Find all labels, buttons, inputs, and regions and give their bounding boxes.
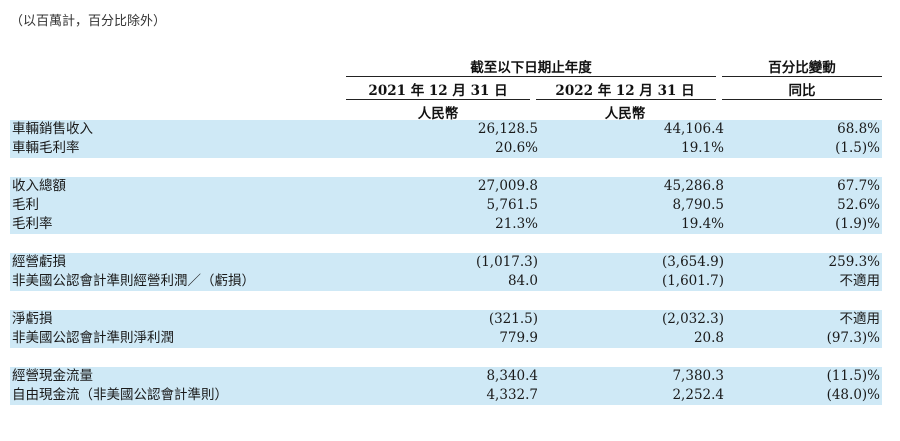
table-row: 非美國公認會計準則淨利潤 779.9 20.8 (97.3)% bbox=[10, 329, 882, 348]
column-yoy-underline bbox=[722, 99, 882, 100]
period-group-header: 截至以下日期止年度 bbox=[470, 60, 592, 76]
value-2021: 27,009.8 bbox=[477, 178, 538, 194]
column-header-yoy: 同比 bbox=[788, 83, 816, 99]
value-2022 bbox=[550, 291, 724, 310]
table-row: 非美國公認會計準則經營利潤／（虧損） 84.0 (1,601.7) 不適用 bbox=[10, 272, 882, 291]
value-yoy-change: 67.7% bbox=[837, 178, 880, 194]
value-2022: (1,601.7) bbox=[661, 273, 724, 289]
value-2021: 26,128.5 bbox=[477, 121, 538, 137]
value-2021 bbox=[350, 158, 538, 177]
row-label: 車輛毛利率 bbox=[12, 140, 80, 156]
value-2022: 19.1% bbox=[681, 140, 724, 156]
value-2022: 44,106.4 bbox=[663, 121, 724, 137]
column-header-2021: 2021 年 12 月 31 日 bbox=[368, 83, 508, 99]
row-label: 經營虧損 bbox=[12, 254, 66, 270]
value-2022: 8,790.5 bbox=[672, 197, 724, 213]
table-note: （以百萬計，百分比除外） bbox=[10, 14, 167, 29]
currency-label-2021: 人民幣 bbox=[417, 106, 459, 122]
value-yoy-change: 68.8% bbox=[837, 121, 880, 137]
value-yoy-change: (11.5)% bbox=[826, 368, 880, 384]
row-label: 收入總額 bbox=[12, 178, 66, 194]
table-spacer-row bbox=[10, 158, 882, 177]
value-2022: 2,252.4 bbox=[672, 387, 724, 403]
value-2021: 4,332.7 bbox=[486, 387, 538, 403]
value-2021 bbox=[350, 348, 538, 367]
value-2022: (3,654.9) bbox=[661, 254, 724, 270]
value-2022: 19.4% bbox=[681, 216, 724, 232]
row-label: 非美國公認會計準則經營利潤／（虧損） bbox=[12, 273, 255, 289]
value-2022: 7,380.3 bbox=[672, 368, 724, 384]
row-label: 毛利率 bbox=[12, 216, 53, 232]
currency-label-2022: 人民幣 bbox=[604, 106, 646, 122]
table-row: 車輛銷售收入 26,128.5 44,106.4 68.8% bbox=[10, 120, 882, 139]
value-2022 bbox=[550, 348, 724, 367]
table-row: 毛利 5,761.5 8,790.5 52.6% bbox=[10, 196, 882, 215]
change-group-underline bbox=[722, 76, 882, 77]
table-row: 車輛毛利率 20.6% 19.1% (1.5)% bbox=[10, 139, 882, 158]
value-2021: 8,340.4 bbox=[486, 368, 538, 384]
value-2021: 779.9 bbox=[499, 330, 538, 346]
table-spacer-row bbox=[10, 291, 882, 310]
column-2021-underline bbox=[346, 99, 530, 100]
value-2021: 84.0 bbox=[507, 273, 538, 289]
value-2021: 5,761.5 bbox=[486, 197, 538, 213]
value-2022 bbox=[550, 158, 724, 177]
value-2022: 45,286.8 bbox=[663, 178, 724, 194]
value-2021: 21.3% bbox=[495, 216, 538, 232]
column-2022-underline bbox=[536, 99, 716, 100]
value-2021: 20.6% bbox=[495, 140, 538, 156]
value-2021: (1,017.3) bbox=[475, 254, 538, 270]
value-2021 bbox=[350, 291, 538, 310]
value-yoy-change: 52.6% bbox=[837, 197, 880, 213]
value-yoy-change bbox=[730, 158, 880, 177]
table-spacer-row bbox=[10, 348, 882, 367]
column-header-2022: 2022 年 12 月 31 日 bbox=[555, 83, 695, 99]
value-yoy-change: (48.0)% bbox=[826, 387, 880, 403]
value-yoy-change: (97.3)% bbox=[826, 330, 880, 346]
value-yoy-change: 259.3% bbox=[828, 254, 880, 270]
table-row: 淨虧損 (321.5) (2,032.3) 不適用 bbox=[10, 310, 882, 329]
row-label: 淨虧損 bbox=[12, 311, 53, 327]
table-spacer-row bbox=[10, 234, 882, 253]
period-group-underline bbox=[346, 76, 716, 77]
row-label: 經營現金流量 bbox=[12, 368, 93, 384]
value-2022: (2,032.3) bbox=[661, 311, 724, 327]
value-2022 bbox=[550, 234, 724, 253]
value-yoy-change bbox=[730, 234, 880, 253]
table-row: 自由現金流（非美國公認會計準則） 4,332.7 2,252.4 (48.0)% bbox=[10, 386, 882, 405]
table-row: 經營現金流量 8,340.4 7,380.3 (11.5)% bbox=[10, 367, 882, 386]
row-label: 自由現金流（非美國公認會計準則） bbox=[12, 387, 228, 403]
row-label: 車輛銷售收入 bbox=[12, 121, 93, 137]
row-label: 非美國公認會計準則淨利潤 bbox=[12, 330, 174, 346]
table-row: 毛利率 21.3% 19.4% (1.9)% bbox=[10, 215, 882, 234]
table-row: 收入總額 27,009.8 45,286.8 67.7% bbox=[10, 177, 882, 196]
value-2021 bbox=[350, 234, 538, 253]
value-yoy-change: 不適用 bbox=[839, 273, 881, 289]
value-yoy-change bbox=[730, 348, 880, 367]
value-yoy-change: (1.5)% bbox=[835, 140, 880, 156]
value-yoy-change: (1.9)% bbox=[835, 216, 880, 232]
table-row: 經營虧損 (1,017.3) (3,654.9) 259.3% bbox=[10, 253, 882, 272]
row-label: 毛利 bbox=[12, 197, 39, 213]
value-yoy-change: 不適用 bbox=[839, 311, 881, 327]
value-2021: (321.5) bbox=[488, 311, 538, 327]
value-yoy-change bbox=[730, 291, 880, 310]
value-2022: 20.8 bbox=[693, 330, 724, 346]
change-group-header: 百分比變動 bbox=[768, 60, 836, 76]
